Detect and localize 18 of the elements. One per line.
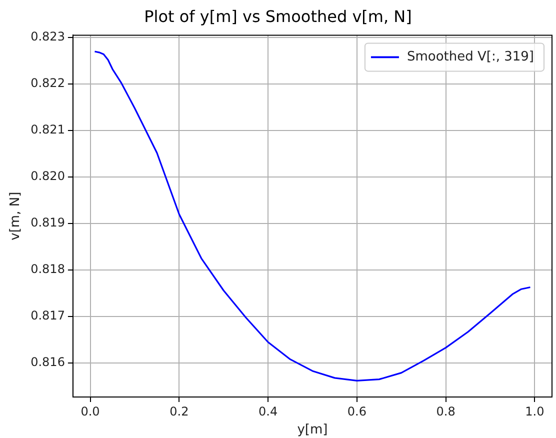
- y-tick-label: 0.819: [30, 216, 65, 230]
- x-axis-title: y[m]: [297, 422, 328, 438]
- y-tick-label: 0.821: [30, 122, 65, 137]
- x-tick-label: 0.4: [258, 404, 278, 418]
- y-tick-label: 0.816: [30, 355, 65, 370]
- legend-label: Smoothed V[:, 319]: [406, 50, 534, 65]
- x-tick-label: 0.8: [436, 404, 456, 418]
- y-tick-label: 0.823: [30, 30, 65, 44]
- x-tick-label: 0.6: [347, 404, 366, 418]
- x-tick-label: 0.0: [80, 404, 100, 418]
- y-tick-label: 0.817: [30, 308, 65, 323]
- y-tick-label: 0.822: [30, 76, 65, 90]
- y-axis-title: v[m, N]: [8, 192, 24, 240]
- x-tick-label: 1.0: [525, 404, 544, 418]
- x-tick-label: 0.2: [170, 404, 189, 418]
- y-tick-label: 0.818: [30, 262, 65, 276]
- chart-title: Plot of y[m] vs Smoothed v[m, N]: [144, 6, 412, 26]
- y-tick-label: 0.820: [30, 169, 65, 184]
